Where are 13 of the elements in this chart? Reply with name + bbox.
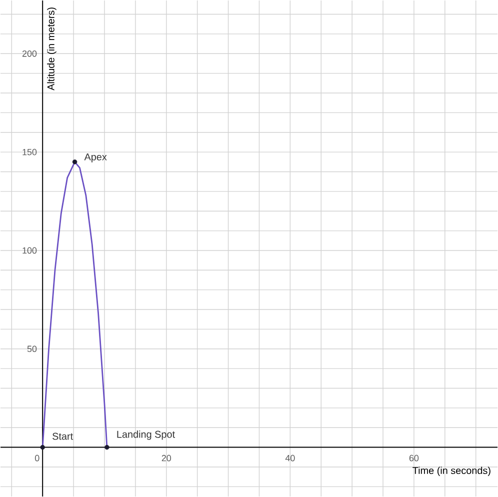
y-tick-label: 50 (27, 346, 37, 352)
y-axis-title: Altitude (in meters) (47, 8, 56, 90)
x-tick-label: 20 (162, 454, 172, 462)
x-tick-label: 40 (285, 454, 295, 462)
x-tick-label: 60 (409, 454, 419, 462)
x-tick-label: 0 (34, 454, 40, 462)
y-tick-label: 100 (22, 247, 37, 254)
y-tick-label: 150 (22, 148, 37, 156)
annotation: Landing Spot (117, 430, 175, 440)
y-tick-label: 200 (22, 50, 37, 57)
annotation: Apex (84, 153, 107, 162)
annotation: Start (52, 432, 73, 440)
x-axis-title: Time (in seconds) (412, 466, 490, 476)
